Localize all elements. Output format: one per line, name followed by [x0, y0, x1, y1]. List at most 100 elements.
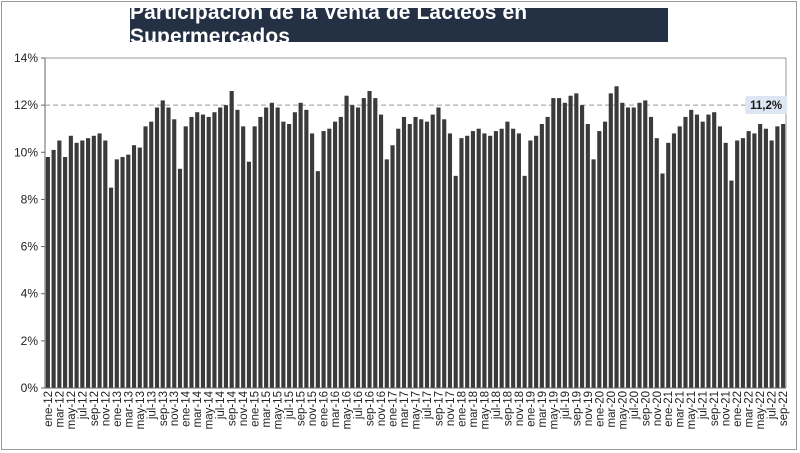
bar [108, 187, 114, 388]
x-tick-label: may-22 [755, 391, 767, 429]
bar [333, 121, 338, 389]
x-tick-label: mar-20 [606, 391, 618, 427]
bar [304, 109, 309, 388]
x-tick-label: jul-20 [629, 391, 641, 420]
bar [63, 157, 68, 388]
bar [694, 114, 700, 389]
bar [706, 114, 711, 389]
bar [396, 128, 401, 388]
x-tick-label: may-12 [66, 391, 78, 429]
x-tick-label: sep-16 [365, 391, 377, 426]
x-tick-label: may-17 [411, 391, 423, 429]
bar [637, 102, 642, 389]
callout-label: 11,2% [750, 100, 782, 112]
bar [390, 145, 395, 388]
bar [177, 168, 183, 388]
bar [442, 119, 447, 389]
bar [729, 180, 734, 388]
bar [717, 126, 723, 388]
bar [103, 140, 108, 388]
bar [482, 133, 487, 388]
bar [384, 159, 389, 388]
bar [677, 126, 682, 388]
bar [246, 161, 251, 388]
bar [229, 91, 234, 388]
bar [269, 102, 274, 389]
x-tick-label: sep-21 [709, 391, 721, 426]
bar [45, 157, 50, 388]
bar [218, 107, 223, 388]
x-tick-label: sep-15 [296, 391, 308, 426]
y-tick-label: 14% [14, 51, 38, 65]
x-tick-label: jul-18 [491, 391, 503, 420]
x-tick-label: sep-14 [227, 390, 239, 426]
bar [447, 133, 453, 388]
bar [401, 116, 407, 388]
y-tick-label: 12% [14, 98, 38, 112]
x-tick-label: jul-17 [422, 391, 434, 420]
bar [252, 126, 257, 388]
bar [183, 126, 188, 388]
bar [235, 109, 240, 388]
bar [683, 116, 688, 388]
x-tick-label: mar-18 [468, 391, 480, 427]
bar [430, 114, 435, 389]
bar [775, 126, 780, 388]
x-tick-label: may-15 [273, 391, 285, 429]
x-tick-label: ene-17 [388, 391, 400, 427]
x-tick-label: nov-16 [376, 391, 388, 426]
bar [585, 124, 590, 388]
x-tick-label: jul-13 [146, 391, 158, 420]
bar [643, 100, 648, 388]
x-tick-label: jul-12 [77, 391, 89, 420]
x-axis: ene-12 mar-12 may-12 jul-12 sep-12 nov-12 ene-… [43, 387, 790, 429]
bar [522, 175, 527, 388]
bar [723, 142, 728, 388]
x-tick-label: ene-20 [594, 391, 606, 427]
bar [528, 140, 533, 388]
y-tick-label: 2% [21, 334, 39, 348]
bar [574, 93, 579, 388]
bar [424, 121, 430, 389]
bar [223, 105, 229, 389]
x-tick-label: may-14 [204, 390, 216, 429]
bar [292, 112, 297, 388]
bar [51, 149, 56, 388]
bar [620, 102, 625, 389]
bar [378, 114, 384, 389]
bar [511, 128, 516, 388]
bar [562, 102, 567, 389]
x-tick-label: ene-13 [112, 391, 124, 427]
x-tick-label: sep-12 [89, 391, 101, 426]
bar [321, 131, 326, 389]
bar [505, 121, 510, 389]
bar [551, 98, 556, 389]
x-tick-label: nov-15 [307, 391, 319, 426]
bar [361, 98, 366, 389]
x-tick-label: mar-16 [330, 391, 342, 427]
bar [671, 133, 677, 388]
y-tick-label: 4% [21, 287, 39, 301]
bar [160, 100, 165, 388]
x-tick-label: may-13 [135, 391, 147, 429]
bar [648, 116, 654, 388]
bar [453, 175, 458, 388]
x-tick-label: nov-13 [169, 391, 181, 426]
x-tick-label: may-21 [686, 391, 698, 429]
x-tick-label: ene-19 [525, 391, 537, 427]
bar [367, 91, 372, 388]
bar [315, 171, 320, 388]
callout-box [745, 96, 788, 114]
x-tick-label: sep-18 [502, 391, 514, 426]
x-tick-label: nov-20 [652, 391, 664, 426]
x-tick-label: sep-19 [571, 391, 583, 426]
x-tick-label: jul-22 [767, 391, 779, 420]
x-tick-label: jul-15 [284, 391, 296, 420]
x-tick-label: sep-17 [433, 391, 445, 426]
y-tick-label: 8% [21, 192, 39, 206]
x-tick-label: nov-17 [445, 391, 457, 426]
bar [700, 121, 705, 389]
bar [654, 138, 659, 388]
bar [758, 124, 763, 388]
